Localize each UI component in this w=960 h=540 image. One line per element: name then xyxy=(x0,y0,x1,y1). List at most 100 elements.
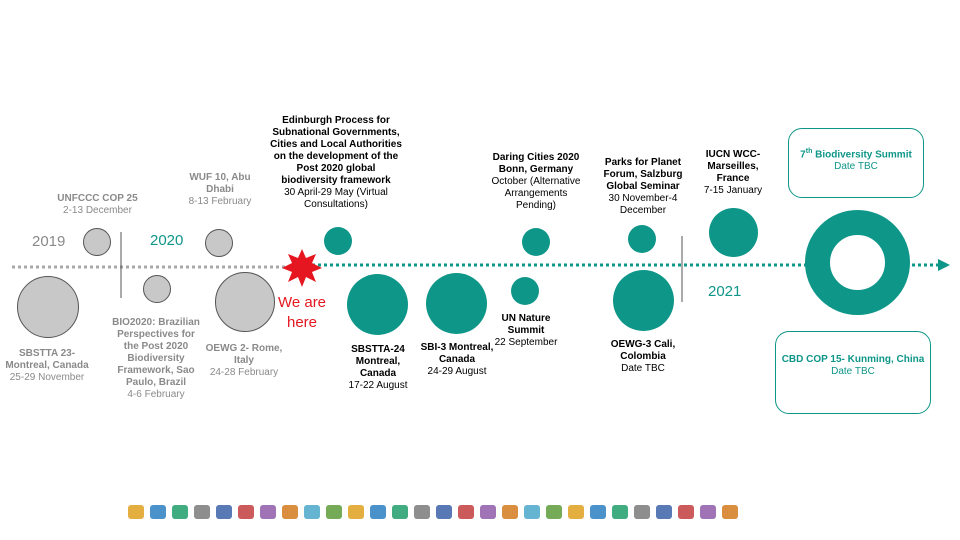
sbi3-title: SBI-3 Montreal, Canada xyxy=(420,342,494,365)
partner-logo-15 xyxy=(436,505,452,519)
bio2020-date: 4-6 February xyxy=(127,389,185,400)
edinburgh-label: Edinburgh Process for Subnational Govern… xyxy=(270,115,402,211)
summit-ordinal-suffix: th xyxy=(805,148,813,155)
sbi3-date: 24-29 August xyxy=(427,366,487,377)
summit-date: Date TBC xyxy=(834,161,878,173)
cop15-title: CBD COP 15- Kunming, China xyxy=(781,354,925,365)
summit-title: 7th Biodiversity Summit xyxy=(789,146,923,161)
edinburgh-date: 30 April-29 May (Virtual Consultations) xyxy=(284,187,388,210)
iucn-title: IUCN WCC- Marseilles, France xyxy=(705,149,761,184)
unfccc-title: UNFCCC COP 25 xyxy=(57,193,138,204)
partner-logo-3 xyxy=(172,505,188,519)
wuf10-title: WUF 10, Abu Dhabi xyxy=(189,172,251,195)
partner-logo-9 xyxy=(304,505,320,519)
partner-logo-20 xyxy=(546,505,562,519)
partner-logo-22 xyxy=(590,505,606,519)
sbstta23-title: SBSTTA 23- Montreal, Canada xyxy=(5,348,89,371)
bio2020-title: BIO2020: Brazilian Perspectives for the … xyxy=(112,317,200,388)
daring-cities-marker xyxy=(522,228,550,256)
uclg-logo xyxy=(370,505,386,519)
aer-logo xyxy=(700,505,716,519)
regions4-logo xyxy=(260,505,276,519)
sbstta24-date: 17-22 August xyxy=(348,380,408,391)
edinburgh-title: Edinburgh Process for Subnational Govern… xyxy=(270,115,402,186)
partner-logo-2 xyxy=(150,505,166,519)
partner-logo-26 xyxy=(678,505,694,519)
oewg3-date: Date TBC xyxy=(621,363,665,374)
partner-logo-23 xyxy=(612,505,628,519)
sbstta23-marker xyxy=(17,276,79,338)
partner-logo-19 xyxy=(524,505,540,519)
oewg3-marker xyxy=(613,270,674,331)
wuf10-label: WUF 10, Abu Dhabi 8-13 February xyxy=(184,172,256,208)
cop15-box: CBD COP 15- Kunming, China Date TBC xyxy=(775,331,931,414)
oewg3-label: OEWG-3 Cali, Colombia Date TBC xyxy=(606,339,680,375)
year-2020: 2020 xyxy=(150,232,184,249)
bio2020-label: BIO2020: Brazilian Perspectives for the … xyxy=(112,317,200,401)
oewg3-title: OEWG-3 Cali, Colombia xyxy=(610,339,676,362)
oewg2-marker xyxy=(215,272,275,332)
partner-logo-18 xyxy=(502,505,518,519)
we-are-here-line1: We are xyxy=(277,294,327,311)
daring-cities-label: Daring Cities 2020 Bonn, Germany October… xyxy=(484,152,588,212)
partner-logos-strip xyxy=(128,503,840,521)
partner-logo-14 xyxy=(414,505,430,519)
sbi3-marker xyxy=(426,273,487,334)
uclg-cglu-logo xyxy=(128,505,144,519)
wuf10-marker xyxy=(205,229,233,257)
partner-logo-10 xyxy=(326,505,342,519)
unfccc-marker xyxy=(83,228,111,256)
parks-date: 30 November-4 December xyxy=(608,193,678,216)
we-are-here-label: We are here xyxy=(270,293,334,333)
iucn-date: 7-15 January xyxy=(703,185,763,196)
unfccc-date: 2-13 December xyxy=(63,205,132,216)
we-are-here-starburst-icon xyxy=(282,249,322,287)
iclei-logo xyxy=(216,505,232,519)
year-2019: 2019 xyxy=(32,233,66,250)
unfccc-label: UNFCCC COP 25 2-13 December xyxy=(50,193,145,217)
summit-title-text: Biodiversity Summit xyxy=(812,149,912,161)
parks-marker xyxy=(628,225,656,253)
oewg2-label: OEWG 2- Rome, Italy 24-28 February xyxy=(202,343,286,379)
year-2021: 2021 xyxy=(708,283,742,300)
partner-logo-16 xyxy=(458,505,474,519)
timeline-arrow-head xyxy=(938,259,950,271)
un-nature-date: 22 September xyxy=(494,337,558,348)
sbstta24-label: SBSTTA-24 Montreal, Canada 17-22 August xyxy=(338,344,418,392)
iucn-label: IUCN WCC- Marseilles, France 7-15 Januar… xyxy=(698,149,768,197)
bio2020-marker xyxy=(143,275,171,303)
daring-cities-date: October (Alternative Arrangements Pendin… xyxy=(491,176,581,211)
sbstta24-marker xyxy=(347,274,408,335)
un-nature-label: UN Nature Summit 22 September xyxy=(484,313,568,349)
summit-number: 7 xyxy=(800,149,806,161)
sbstta24-title: SBSTTA-24 Montreal, Canada xyxy=(351,344,405,379)
partner-logo-21 xyxy=(568,505,584,519)
we-are-here-line2: here xyxy=(286,314,318,331)
metropolis-logo xyxy=(348,505,364,519)
partner-logo-25 xyxy=(656,505,672,519)
oewg2-date: 24-28 February xyxy=(209,367,279,378)
parks-label: Parks for Planet Forum, Salzburg Global … xyxy=(596,157,690,217)
sbstta23-label: SBSTTA 23- Montreal, Canada 25-29 Novemb… xyxy=(2,348,92,384)
biodiversity-summit-box: 7th Biodiversity Summit Date TBC xyxy=(788,128,924,198)
wuf10-date: 8-13 February xyxy=(188,196,252,207)
partner-logo-28 xyxy=(722,505,738,519)
edinburgh-marker xyxy=(324,227,352,255)
sbi3-label: SBI-3 Montreal, Canada 24-29 August xyxy=(420,342,494,378)
iucn-marker xyxy=(709,208,758,257)
partner-logo-6 xyxy=(238,505,254,519)
oewg2-title: OEWG 2- Rome, Italy xyxy=(205,343,283,366)
cop15-date: Date TBC xyxy=(831,366,875,377)
partner-logo-17 xyxy=(480,505,496,519)
parks-title: Parks for Planet Forum, Salzburg Global … xyxy=(603,157,683,192)
cop15-ring-marker xyxy=(805,210,910,315)
un-nature-title: UN Nature Summit xyxy=(501,313,551,336)
un-nature-marker xyxy=(511,277,539,305)
daring-cities-title: Daring Cities 2020 Bonn, Germany xyxy=(492,152,580,175)
partner-logo-8 xyxy=(282,505,298,519)
partner-logo-24 xyxy=(634,505,650,519)
partner-logo-4 xyxy=(194,505,210,519)
partner-logo-13 xyxy=(392,505,408,519)
sbstta23-date: 25-29 November xyxy=(9,372,85,383)
